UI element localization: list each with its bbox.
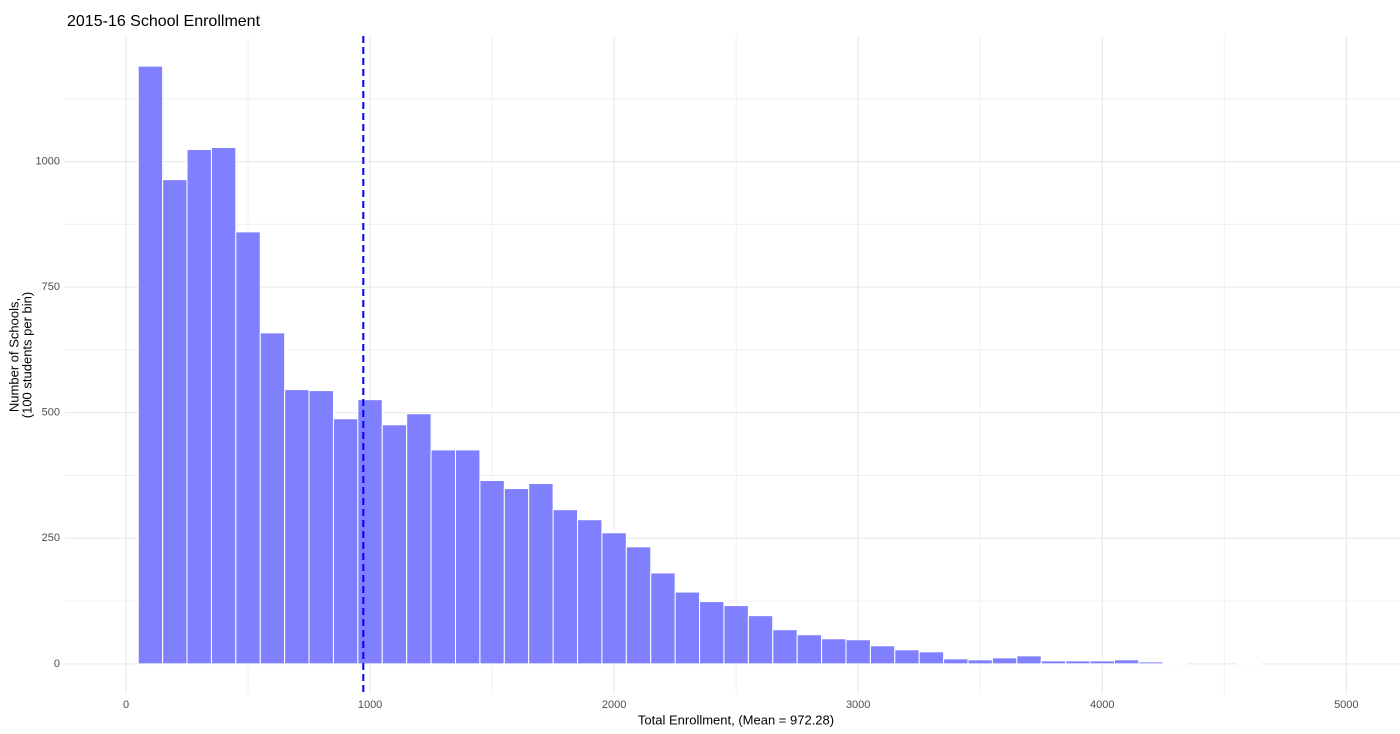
- bar: [381, 424, 408, 665]
- bar: [528, 483, 554, 665]
- y-tick-label: 750: [42, 281, 60, 293]
- x-tick-label: 3000: [846, 699, 870, 711]
- bar: [137, 65, 164, 665]
- bar: [674, 591, 701, 665]
- bar: [601, 532, 627, 665]
- bar: [699, 601, 725, 665]
- chart-title: 2015-16 School Enrollment: [67, 13, 261, 30]
- y-tick-label: 250: [42, 532, 60, 544]
- bar: [406, 413, 432, 665]
- bar: [1089, 660, 1115, 665]
- y-tick-label: 500: [42, 407, 60, 419]
- bar: [894, 649, 920, 665]
- bar: [967, 659, 993, 665]
- bar: [1162, 662, 1189, 665]
- bar: [1235, 662, 1262, 665]
- x-tick-label: 4000: [1090, 699, 1114, 711]
- bar: [430, 449, 456, 665]
- bar: [869, 645, 896, 665]
- y-tick-label: 1000: [36, 155, 60, 167]
- y-tick-label: 0: [54, 658, 60, 670]
- bar: [821, 638, 847, 665]
- bar: [845, 639, 871, 665]
- bar: [284, 389, 310, 665]
- bar: [210, 147, 237, 665]
- bar: [577, 519, 603, 665]
- bar: [503, 488, 530, 665]
- x-tick-label: 1000: [358, 699, 382, 711]
- bar: [1040, 660, 1067, 665]
- bar: [625, 546, 652, 665]
- bar: [723, 605, 749, 665]
- y-axis-label-line: (100 students per bin): [19, 292, 34, 418]
- bar: [772, 629, 798, 665]
- y-axis-label-line: Number of Schools,: [6, 298, 21, 412]
- bar: [357, 399, 383, 665]
- bar: [186, 149, 212, 665]
- bar: [454, 449, 481, 665]
- x-axis-label: Total Enrollment, (Mean = 972.28): [638, 712, 834, 727]
- x-tick-label: 2000: [602, 699, 626, 711]
- bar: [747, 615, 774, 665]
- bar: [650, 572, 676, 665]
- bar: [918, 651, 945, 665]
- bar: [259, 332, 286, 665]
- x-tick-label: 5000: [1334, 699, 1358, 711]
- bar: [552, 509, 579, 665]
- bar: [991, 657, 1018, 665]
- bar: [479, 480, 505, 665]
- bar: [308, 390, 334, 665]
- bar: [1065, 660, 1091, 665]
- bar: [332, 418, 359, 665]
- bar: [1138, 661, 1164, 665]
- bar: [1113, 659, 1140, 665]
- y-axis-label: Number of Schools, (100 students per bin…: [6, 292, 34, 418]
- bar: [162, 179, 188, 665]
- bar: [1016, 655, 1042, 665]
- x-tick-label: 0: [123, 699, 129, 711]
- bar: [796, 634, 823, 665]
- bar: [943, 658, 969, 665]
- bar: [235, 231, 261, 665]
